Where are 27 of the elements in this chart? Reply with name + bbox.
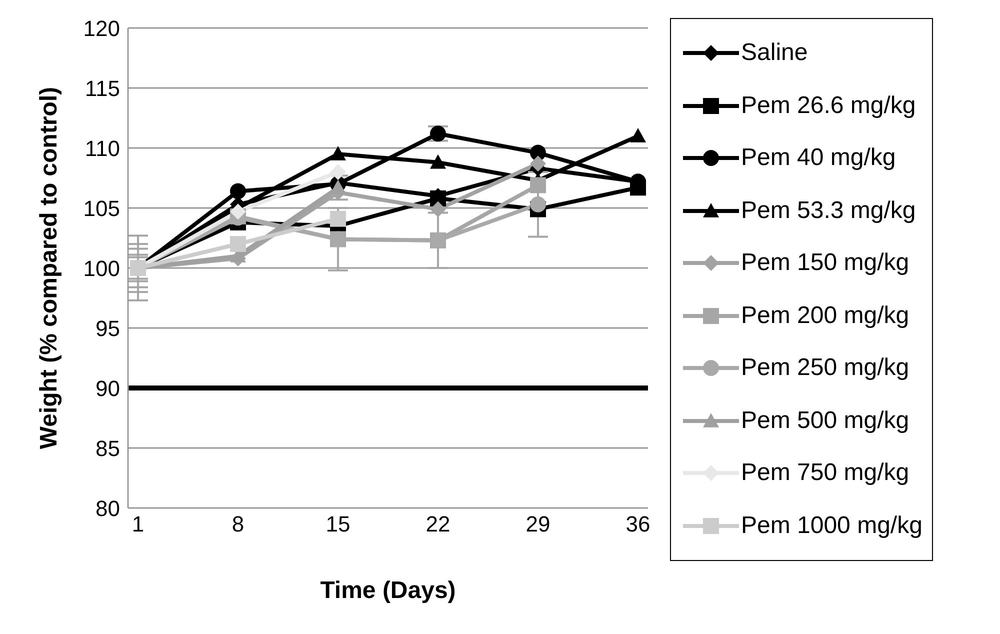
x-axis-title: Time (Days) — [320, 577, 456, 604]
x-tick-label: 15 — [326, 512, 350, 537]
y-axis-title: Weight (% compared to control) — [36, 86, 63, 450]
legend-label: Pem 200 mg/kg — [741, 302, 910, 330]
x-tick-label: 36 — [626, 512, 650, 537]
legend-label: Pem 500 mg/kg — [741, 406, 910, 435]
y-tick-label: 120 — [83, 16, 120, 41]
y-tick-label: 100 — [83, 256, 120, 281]
y-tick-label: 115 — [84, 76, 120, 101]
legend-label: Saline — [741, 39, 808, 68]
legend-label: Pem 40 mg/kg — [741, 144, 896, 172]
x-tick-label: 8 — [232, 512, 244, 537]
legend-label: Pem 1000 mg/kg — [741, 512, 922, 540]
x-tick-label: 29 — [526, 512, 550, 537]
x-tick-label: 1 — [132, 512, 144, 537]
legend-label: Pem 750 mg/kg — [741, 459, 910, 488]
legend-label: Pem 26.6 mg/kg — [741, 92, 916, 120]
y-tick-label: 85 — [96, 436, 120, 461]
y-tick-label: 105 — [83, 196, 120, 221]
y-tick-label: 90 — [96, 376, 120, 401]
x-tick-label: 22 — [426, 512, 450, 537]
legend-label: Pem 150 mg/kg — [741, 249, 910, 278]
legend-label: Pem 53.3 mg/kg — [741, 196, 916, 225]
y-tick-label: 95 — [96, 316, 120, 341]
y-tick-label: 80 — [96, 496, 120, 521]
y-tick-label: 110 — [84, 136, 120, 161]
legend-label: Pem 250 mg/kg — [741, 354, 910, 382]
